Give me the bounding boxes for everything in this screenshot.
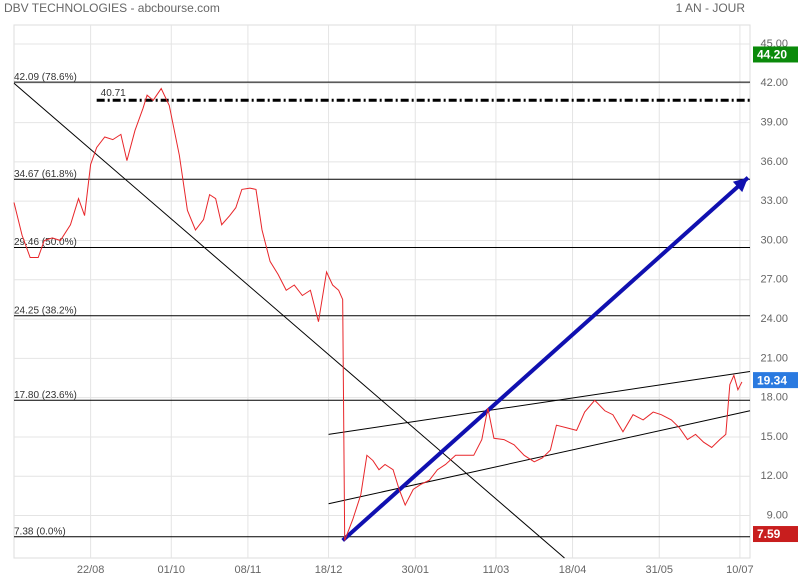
y-tick-label: 42.00 bbox=[760, 77, 788, 89]
trend-line bbox=[328, 370, 751, 435]
x-tick-label: 01/10 bbox=[158, 564, 186, 576]
plot-area bbox=[13, 24, 751, 559]
x-tick-label: 18/12 bbox=[315, 564, 343, 576]
fib-label: 34.67 (61.8%) bbox=[14, 169, 77, 180]
arrow-head bbox=[732, 177, 748, 193]
y-tick-label: 12.00 bbox=[760, 470, 788, 482]
price-tag-label: 44.20 bbox=[757, 48, 787, 62]
price-tag-label: 7.59 bbox=[757, 527, 781, 541]
x-tick-label: 10/07 bbox=[726, 564, 754, 576]
trend-line bbox=[341, 176, 750, 542]
trend-line bbox=[13, 82, 565, 559]
y-tick-label: 24.00 bbox=[760, 313, 788, 325]
chart-subtitle: 1 AN - JOUR bbox=[676, 1, 746, 15]
y-tick-label: 21.00 bbox=[760, 352, 788, 364]
fib-label: 24.25 (38.2%) bbox=[14, 305, 77, 316]
resistance-label: 40.71 bbox=[101, 88, 126, 99]
price-line bbox=[13, 87, 743, 541]
price-tag-label: 19.34 bbox=[757, 373, 787, 387]
x-tick-label: 22/08 bbox=[77, 564, 105, 576]
y-tick-label: 9.00 bbox=[767, 509, 788, 521]
x-tick-label: 11/03 bbox=[483, 564, 510, 576]
price-tag bbox=[753, 372, 798, 389]
y-tick-label: 15.00 bbox=[760, 431, 788, 443]
fib-label: 7.38 (0.0%) bbox=[14, 526, 66, 537]
chart-title: DBV TECHNOLOGIES - abcbourse.com bbox=[4, 1, 220, 15]
x-tick-label: 31/05 bbox=[645, 564, 673, 576]
y-tick-label: 33.00 bbox=[760, 195, 788, 207]
y-tick-label: 18.00 bbox=[760, 392, 788, 404]
fib-label: 29.46 (50.0%) bbox=[14, 237, 77, 248]
price-tag bbox=[753, 46, 798, 63]
y-tick-label: 39.00 bbox=[760, 116, 788, 128]
y-tick-label: 36.00 bbox=[760, 156, 788, 168]
fib-label: 17.80 (23.6%) bbox=[14, 390, 77, 401]
x-tick-label: 30/01 bbox=[402, 564, 430, 576]
y-tick-label: 30.00 bbox=[760, 234, 788, 246]
fib-label: 42.09 (78.6%) bbox=[14, 72, 77, 83]
x-tick-label: 18/04 bbox=[559, 564, 587, 576]
x-tick-label: 08/11 bbox=[235, 564, 262, 576]
y-tick-label: 27.00 bbox=[760, 274, 788, 286]
price-tag bbox=[753, 526, 798, 543]
